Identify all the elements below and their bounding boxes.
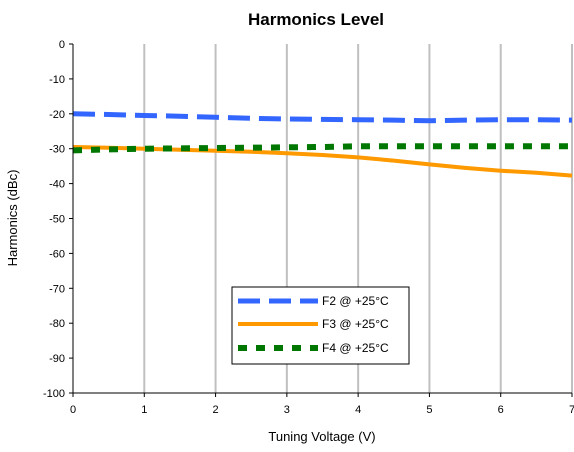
x-tick-label: 6 <box>498 404 504 416</box>
series-line-3 <box>72 143 572 154</box>
y-tick-label: -80 <box>49 318 65 330</box>
legend-label-1: F2 @ +25°C <box>322 294 389 308</box>
x-tick-label: 0 <box>70 404 76 416</box>
series-lines <box>72 111 573 178</box>
x-tick-label: 4 <box>355 404 361 416</box>
legend-label-3: F4 @ +25°C <box>322 341 389 355</box>
y-tick-label: -100 <box>43 388 65 400</box>
x-tick-label: 7 <box>569 404 574 416</box>
series-line-2 <box>72 145 573 178</box>
y-tick-label: -70 <box>49 283 65 295</box>
legend: F2 @ +25°C F3 @ +25°C F4 @ +25°C <box>231 286 410 365</box>
chart-title: Harmonics Level <box>248 10 384 29</box>
y-tick-label: -40 <box>49 179 65 191</box>
grid-lines <box>143 44 573 393</box>
y-axis-label: Harmonics (dBc) <box>5 170 20 267</box>
y-tick-label: -50 <box>49 214 65 226</box>
x-ticks: 0 1 2 3 4 5 6 7 <box>70 393 574 416</box>
x-tick-label: 2 <box>213 404 219 416</box>
y-tick-label: 0 <box>59 39 65 51</box>
series-line-1 <box>72 111 573 124</box>
x-tick-label: 1 <box>141 404 147 416</box>
x-axis-label: Tuning Voltage (V) <box>268 429 375 444</box>
x-tick-label: 5 <box>426 404 432 416</box>
legend-items: F2 @ +25°C F3 @ +25°C F4 @ +25°C <box>238 294 389 355</box>
x-tick-label: 3 <box>284 404 290 416</box>
y-tick-label: -30 <box>49 144 65 156</box>
y-ticks: 0 -10 -20 -30 -40 -50 -60 -70 -80 -90 -100 <box>43 39 73 400</box>
y-tick-label: -10 <box>49 74 65 86</box>
y-tick-label: -60 <box>49 248 65 260</box>
y-tick-label: -20 <box>49 109 65 121</box>
y-tick-label: -90 <box>49 353 65 365</box>
legend-label-2: F3 @ +25°C <box>322 317 389 331</box>
